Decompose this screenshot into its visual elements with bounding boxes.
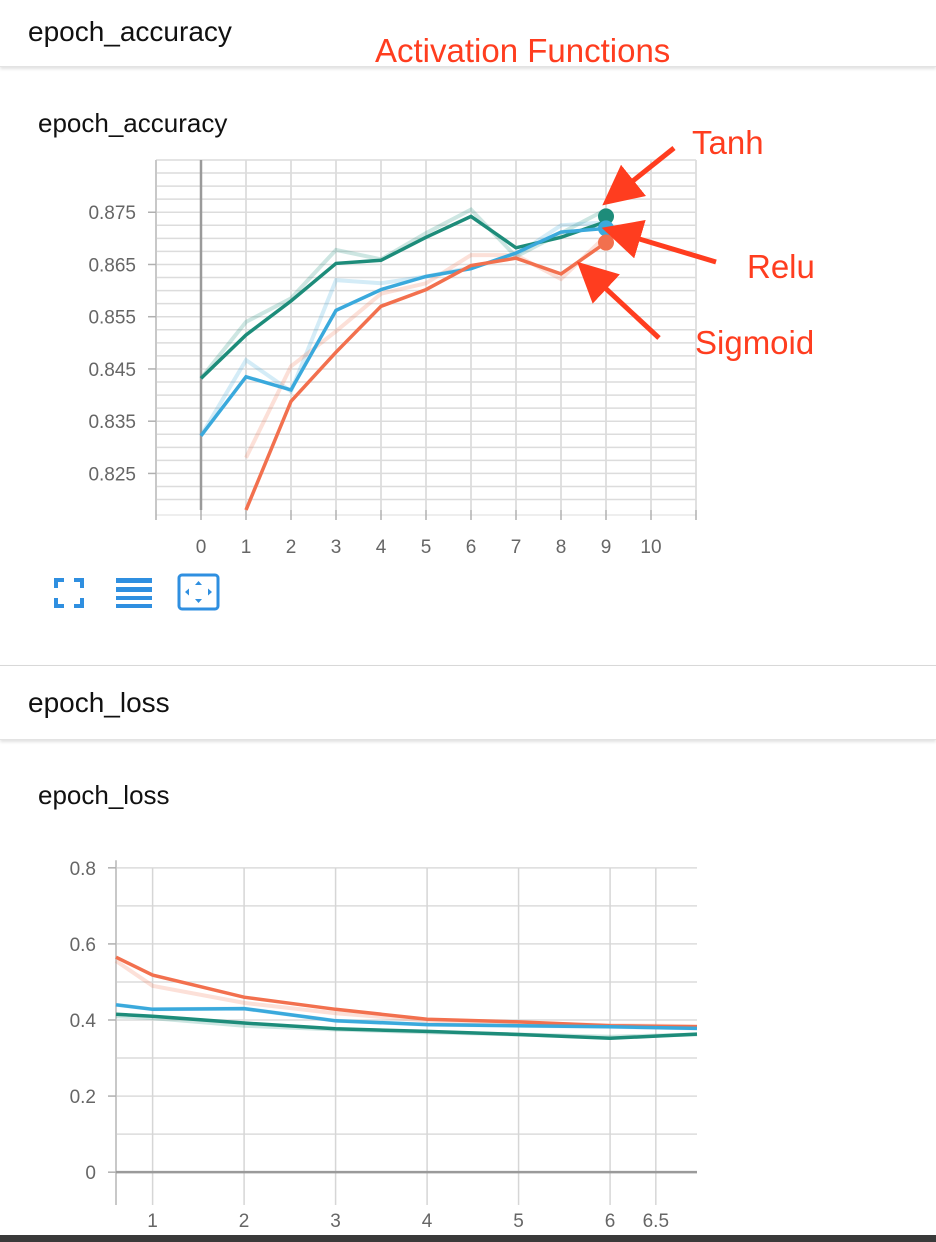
accuracy-x-tick-label: 4 [376, 537, 387, 558]
annotation-arrows [577, 146, 717, 340]
accuracy-x-tick-label: 2 [286, 537, 297, 558]
accuracy-raw-line-2 [244, 234, 608, 459]
accuracy-chart[interactable]: 0.825 0.835 0.845 0.855 0.865 0.875 0 1 2 3 4 5 6 7 8 9… [0, 150, 700, 570]
accuracy-smoothed-line-2 [244, 241, 608, 511]
accuracy-axes: 0.825 0.835 0.845 0.855 0.865 0.875 0 1 2 3 4 5 6 7 8 9… [88, 160, 697, 558]
accuracy-series [199, 207, 614, 511]
accuracy-x-tick-label: 3 [331, 537, 342, 558]
accuracy-raw-line-1 [199, 220, 607, 437]
loss-x-tick-label: 5 [513, 1211, 524, 1232]
loss-y-tick-label: 0 [85, 1163, 96, 1184]
fullscreen-icon [54, 578, 84, 608]
loss-section-header[interactable] [0, 665, 936, 740]
annotation-tanh: Tanh [692, 124, 764, 161]
accuracy-y-tick-label: 0.825 [88, 464, 136, 485]
loss-y-tick-label: 0.4 [70, 1011, 97, 1032]
accuracy-chart-title: epoch_accuracy [38, 108, 228, 138]
bottom-bar [0, 1235, 936, 1242]
accuracy-y-tick-label: 0.865 [88, 255, 136, 276]
fit-domain-button[interactable] [177, 573, 220, 611]
loss-section-title[interactable]: epoch_loss [28, 687, 170, 718]
accuracy-section-title[interactable]: epoch_accuracy [28, 16, 232, 47]
toggle-log-scale-button[interactable] [116, 576, 152, 610]
loss-smoothed-line-2 [115, 1012, 698, 1041]
accuracy-x-tick-label: 5 [421, 537, 432, 558]
accuracy-x-tick-label: 8 [556, 537, 567, 558]
accuracy-x-tick-label: 7 [511, 537, 522, 558]
loss-y-tick-label: 0.2 [70, 1087, 96, 1108]
annotation-sigmoid: Sigmoid [695, 324, 815, 361]
tanh-arrow [602, 146, 676, 206]
loss-x-tick-label: 4 [422, 1211, 433, 1232]
sigmoid-arrow [577, 261, 661, 340]
loss-x-tick-label: 3 [330, 1211, 341, 1232]
annotation-relu: Relu [747, 248, 815, 285]
loss-chart-title: epoch_loss [38, 780, 170, 810]
accuracy-y-tick-label: 0.875 [88, 203, 136, 224]
fullscreen-button[interactable] [54, 578, 84, 608]
accuracy-x-tick-label: 6 [466, 537, 477, 558]
lines-icon [116, 578, 152, 608]
accuracy-section-header[interactable] [0, 0, 936, 67]
loss-y-tick-label: 0.6 [70, 935, 96, 956]
loss-x-tick-label: 6 [605, 1211, 616, 1232]
fit-domain-icon [177, 573, 220, 611]
annotation-title: Activation Functions [375, 32, 671, 69]
loss-chart[interactable]: 0 0.2 0.4 0.6 0.8 1 2 3 4 5 6 6.5 [0, 835, 700, 1235]
loss-series [114, 955, 698, 1041]
loss-y-tick-label: 0.8 [70, 859, 96, 880]
relu-arrow [601, 220, 717, 265]
accuracy-x-tick-label: 0 [196, 537, 207, 558]
loss-smoothed-line-1 [115, 1003, 698, 1031]
accuracy-x-tick-label: 10 [640, 537, 661, 558]
accuracy-x-tick-label: 1 [241, 537, 252, 558]
accuracy-y-tick-label: 0.855 [88, 308, 136, 329]
accuracy-smoothed-line-1 [199, 226, 607, 437]
accuracy-x-tick-label: 9 [601, 537, 612, 558]
accuracy-y-tick-label: 0.845 [88, 360, 136, 381]
loss-axes: 0 0.2 0.4 0.6 0.8 1 2 3 4 5 6 6.5 [70, 859, 697, 1232]
loss-x-tick-label: 1 [147, 1211, 158, 1232]
loss-x-tick-label: 2 [239, 1211, 250, 1232]
accuracy-raw-line-0 [199, 207, 607, 380]
accuracy-y-tick-label: 0.835 [88, 412, 136, 433]
loss-x-tick-label: 6.5 [643, 1211, 669, 1232]
